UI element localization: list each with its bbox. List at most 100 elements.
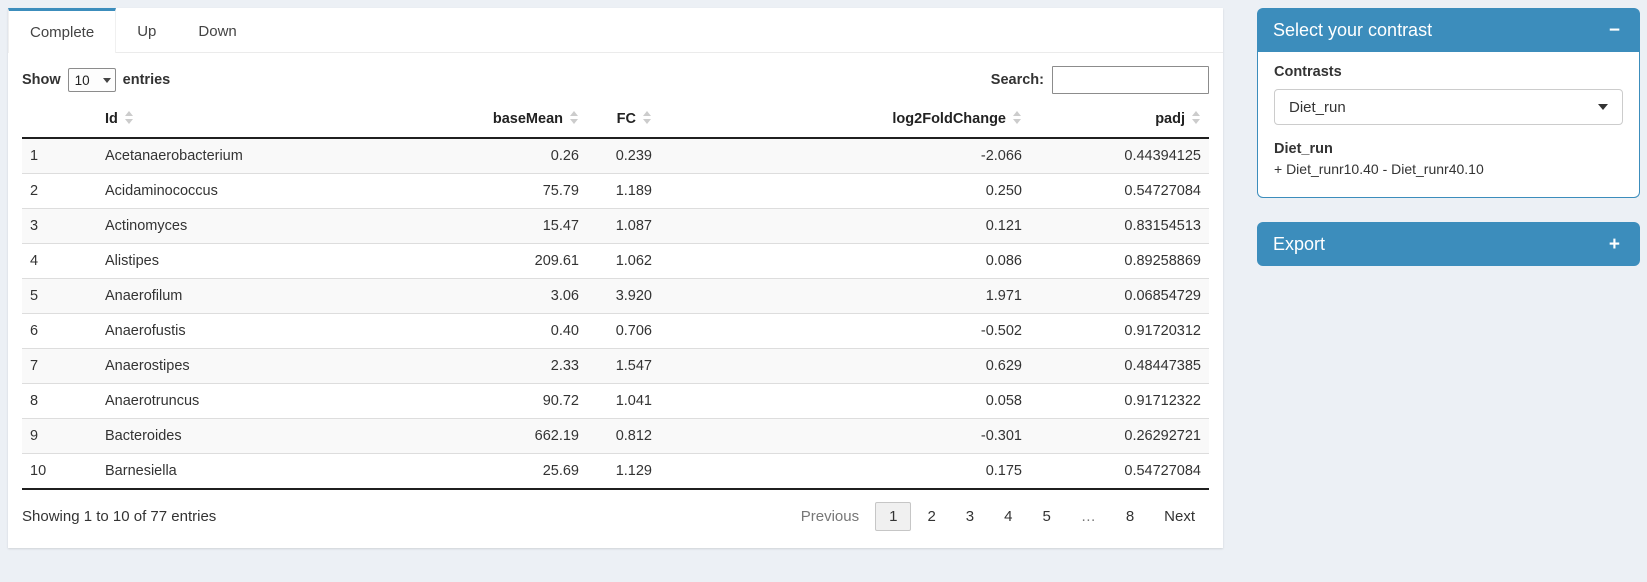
length-label-suffix: entries: [122, 72, 171, 88]
cell-log2fc: -2.066: [980, 148, 1022, 164]
cell-base_mean: 90.72: [395, 383, 587, 419]
pagination: Previous 1 2 3 4 5 … 8 Next: [785, 501, 1209, 531]
page-length-select[interactable]: 10: [67, 68, 116, 92]
tab-complete[interactable]: Complete: [8, 8, 117, 53]
page-button-1[interactable]: 1: [875, 501, 912, 531]
search-input[interactable]: [1052, 66, 1209, 94]
column-header-fc[interactable]: FC: [587, 101, 660, 139]
cell-fc: 3.920: [587, 278, 660, 314]
page-button-8[interactable]: 8: [1125, 507, 1135, 525]
column-header-id[interactable]: Id: [97, 101, 395, 139]
cell-id: Anaerofilum: [97, 278, 395, 314]
pagination-ellipsis: …: [1080, 507, 1096, 525]
cell-fc: 1.189: [587, 173, 660, 209]
table-row[interactable]: 2 Acidaminococcus 75.79 1.189 0.250 0.5472708…: [22, 173, 1209, 209]
tab-up[interactable]: Up: [137, 23, 157, 40]
contrast-dropdown[interactable]: Diet_run: [1274, 89, 1623, 125]
cell-log2fc: 0.175: [660, 453, 1030, 490]
length-label-prefix: Show: [22, 72, 61, 88]
cell-fc: 1.087: [587, 208, 660, 244]
datatable-container: Show 10 entries Search: Id baseMean FC log2…: [8, 66, 1223, 533]
cell-padj: 0.91712322: [1030, 383, 1209, 419]
page-length-control: Show 10 entries: [22, 68, 170, 92]
cell-base_mean: 15.47: [395, 208, 587, 244]
page-button-4[interactable]: 4: [1004, 507, 1013, 525]
results-card: Complete Up Down Show 10 entries Search: I…: [8, 8, 1223, 548]
cell-log2fc: 0.086: [660, 243, 1030, 279]
cell-log2fc: 0.121: [660, 208, 1030, 244]
collapse-icon[interactable]: −: [1608, 19, 1620, 41]
page-button-5[interactable]: 5: [1042, 507, 1051, 525]
cell-fc: 0.812: [587, 418, 660, 454]
cell-num: 10: [22, 453, 97, 490]
cell-id: Anaerostipes: [97, 348, 395, 384]
table-row[interactable]: 3 Actinomyces 15.47 1.087 0.121 0.83154513: [22, 208, 1209, 244]
column-header-rownum: [22, 101, 97, 139]
page-button-3[interactable]: 3: [965, 507, 975, 525]
table-row[interactable]: 5 Anaerofilum 3.06 3.920 1.971 0.06854729: [22, 278, 1209, 314]
column-header-label: Id: [105, 111, 118, 127]
contrast-panel-header: Select your contrast −: [1257, 8, 1640, 52]
export-panel-header[interactable]: Export +: [1257, 222, 1640, 266]
cell-num: 2: [22, 173, 97, 209]
cell-base_mean: 75.79: [395, 173, 587, 209]
cell-num: 9: [22, 418, 97, 454]
cell-num: 6: [22, 313, 97, 349]
cell-num: 7: [22, 348, 97, 384]
sort-icon: [1013, 111, 1022, 124]
table-info-text: Showing 1 to 10 of 77 entries: [22, 507, 217, 525]
column-header-log2foldchange[interactable]: log2FoldChange: [660, 101, 1030, 139]
table-row[interactable]: 10 Barnesiella 25.69 1.129 0.175 0.54727084: [22, 453, 1209, 490]
cell-log2fc: -0.502: [660, 313, 1030, 349]
table-row[interactable]: 9 Bacteroides 662.19 0.812 -0.301 0.26292721: [22, 418, 1209, 454]
search-control: Search:: [991, 66, 1209, 94]
datatable-footer: Showing 1 to 10 of 77 entries Previous 1…: [22, 499, 1209, 533]
next-page-button[interactable]: Next: [1164, 507, 1195, 525]
column-header-label: baseMean: [492, 111, 563, 127]
export-panel: Export +: [1257, 222, 1640, 266]
column-header-basemean[interactable]: baseMean: [395, 101, 587, 139]
cell-num: 5: [22, 278, 97, 314]
column-header-label: log2FoldChange: [892, 111, 1006, 127]
sort-icon: [124, 111, 134, 124]
cell-base_mean: 209.61: [395, 243, 587, 279]
table-row[interactable]: 4 Alistipes 209.61 1.062 0.086 0.89258869: [22, 243, 1209, 279]
cell-num: 3: [22, 208, 97, 244]
cell-padj: 0.26292721: [1030, 418, 1209, 454]
cell-padj: 0.83154513: [1030, 208, 1209, 244]
cell-padj: 0.44394125: [1124, 148, 1201, 164]
table-body: 1 Acetanaerobacterium 0.26 0.239 -2.066 0.443…: [22, 138, 1209, 490]
results-tabs: Complete Up Down: [8, 8, 1223, 53]
chevron-down-icon: [1598, 104, 1608, 110]
cell-padj: 0.54727084: [1030, 453, 1209, 490]
contrast-panel-title: Select your contrast: [1273, 19, 1433, 40]
sort-icon: [1192, 111, 1201, 124]
tab-down[interactable]: Down: [198, 23, 237, 40]
cell-base_mean: 662.19: [395, 418, 587, 454]
cell-num: 1: [30, 148, 39, 164]
contrast-panel: Select your contrast − Contrasts Diet_ru…: [1257, 8, 1640, 198]
cell-fc: 1.062: [587, 243, 660, 279]
table-row[interactable]: 1 Acetanaerobacterium 0.26 0.239 -2.066 0.443…: [22, 138, 1209, 174]
expand-icon[interactable]: +: [1608, 233, 1620, 255]
page-button-2[interactable]: 2: [927, 507, 936, 525]
contrast-dropdown-value: Diet_run: [1289, 98, 1346, 116]
table-row[interactable]: 8 Anaerotruncus 90.72 1.041 0.058 0.91712322: [22, 383, 1209, 419]
cell-id: Anaerofustis: [97, 313, 395, 349]
table-header-row: Id baseMean FC log2FoldChange padj: [22, 101, 1209, 139]
cell-fc: 1.129: [587, 453, 660, 490]
cell-num: 4: [22, 243, 97, 279]
cell-log2fc: 0.058: [660, 383, 1030, 419]
results-table: Id baseMean FC log2FoldChange padj 1 Acetanae…: [22, 101, 1209, 490]
cell-padj: 0.89258869: [1030, 243, 1209, 279]
table-row[interactable]: 6 Anaerofustis 0.40 0.706 -0.502 0.91720312: [22, 313, 1209, 349]
previous-page-button[interactable]: Previous: [800, 507, 860, 525]
table-row[interactable]: 7 Anaerostipes 2.33 1.547 0.629 0.48447385: [22, 348, 1209, 384]
column-header-padj[interactable]: padj: [1030, 101, 1209, 139]
export-panel-title: Export: [1273, 233, 1326, 254]
cell-padj: 0.54727084: [1030, 173, 1209, 209]
cell-padj: 0.91720312: [1030, 313, 1209, 349]
cell-base_mean: 3.06: [395, 278, 587, 314]
cell-id: Actinomyces: [97, 208, 395, 244]
cell-base_mean: 0.26: [550, 148, 579, 164]
